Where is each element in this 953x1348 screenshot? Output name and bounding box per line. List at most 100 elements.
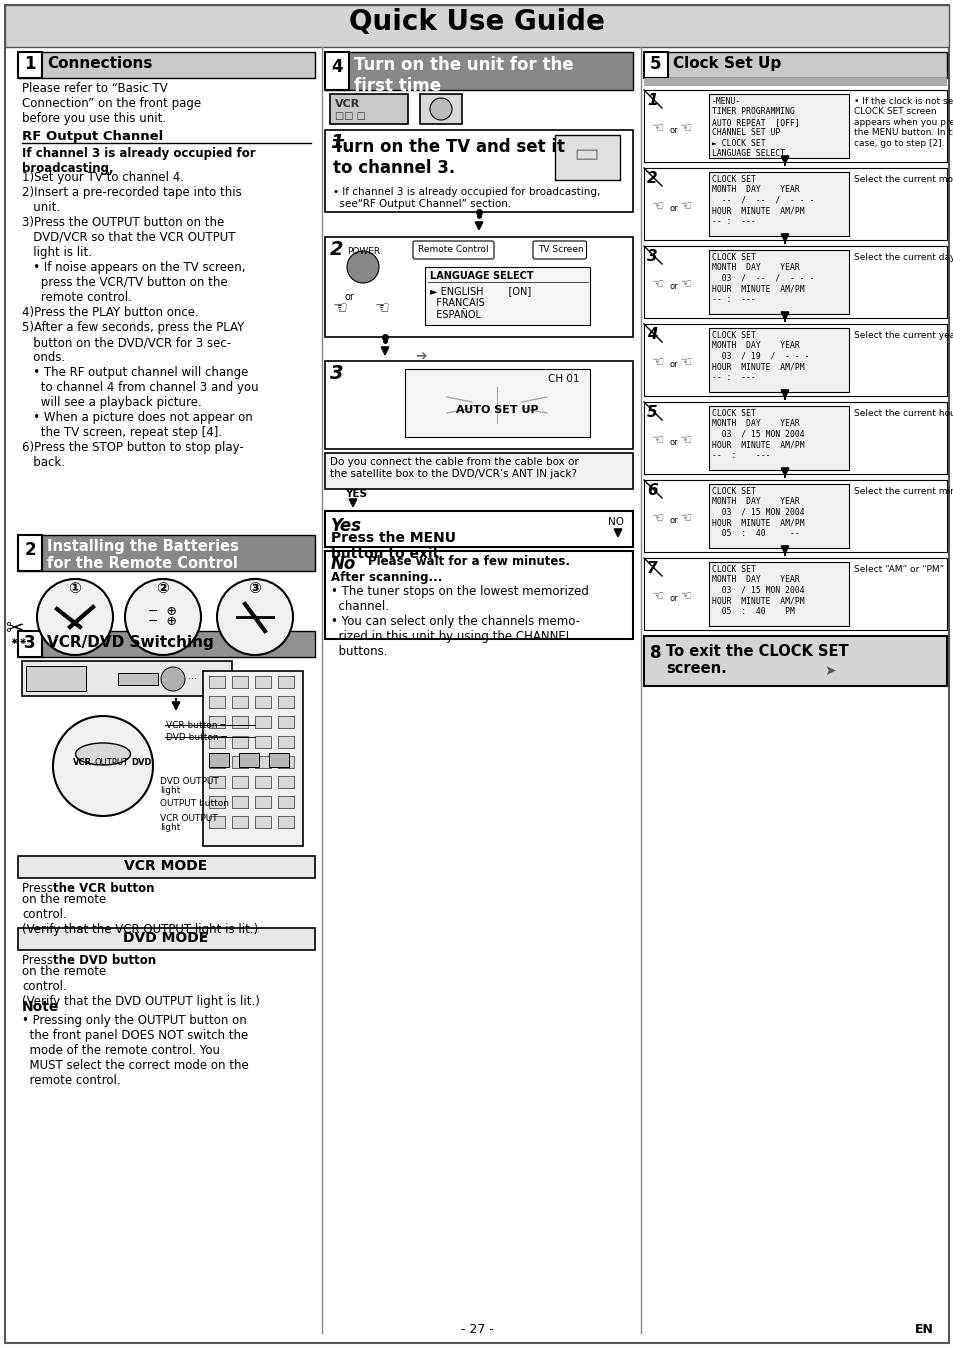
Bar [325,129,633,212]
Text: the DVD button: the DVD button [53,954,156,967]
Bar [254,816,271,828]
Bar [209,776,225,789]
Bar [18,631,42,656]
Text: Select the current day: Select the current day [853,253,953,262]
Text: Turn on the TV and set it
to channel 3.: Turn on the TV and set it to channel 3. [333,137,564,177]
Text: ...: ... [188,671,196,681]
Text: on the remote
control.
(Verify that the DVD OUTPUT light is lit.): on the remote control. (Verify that the … [22,965,259,1008]
Bar [209,736,225,748]
Bar [277,675,294,687]
Text: ➤: ➤ [823,665,835,678]
Text: Remote Control: Remote Control [417,245,488,253]
Text: ☜: ☜ [651,120,664,133]
Text: Select “AM” or “PM”: Select “AM” or “PM” [853,565,943,574]
Circle shape [161,667,185,692]
Text: OUTPUT button: OUTPUT button [160,799,229,807]
Text: ☜: ☜ [375,299,390,317]
Bar [232,756,248,768]
Text: ☜: ☜ [651,276,664,290]
Bar [643,480,946,551]
Text: 4: 4 [331,58,342,75]
Text: Press: Press [22,882,56,895]
Text: Press the MENU
button to exit: Press the MENU button to exit [331,531,456,561]
Text: RF Output Channel: RF Output Channel [22,129,163,143]
Bar [643,558,946,630]
Bar [325,237,633,337]
Text: 2: 2 [646,171,657,186]
Text: ②: ② [156,581,170,596]
Bar [330,94,408,124]
Bar [643,636,946,686]
Bar [277,716,294,728]
Text: Please wait for a few minutes.: Please wait for a few minutes. [368,555,569,568]
Text: -MENU-
TIMER PROGRAMMING
AUTO REPEAT  [OFF]
CHANNEL SET UP
► CLOCK SET
LANGUAGE : -MENU- TIMER PROGRAMMING AUTO REPEAT [OF… [711,97,799,158]
Bar [232,797,248,807]
Bar [643,324,946,396]
Bar [277,696,294,708]
Bar [18,53,42,78]
Text: light: light [160,824,180,832]
Text: No: No [331,555,355,573]
Text: OUTPUT: OUTPUT [95,758,129,767]
Text: □□ □: □□ □ [335,111,366,121]
Bar [708,406,848,470]
Text: ☜: ☜ [679,276,692,290]
Text: 5: 5 [650,55,661,73]
Text: ☜: ☜ [679,510,692,524]
FancyBboxPatch shape [533,241,586,259]
Text: 3: 3 [330,364,343,383]
Bar [254,716,271,728]
Bar [209,816,225,828]
Bar [18,535,314,572]
Text: ▭: ▭ [574,140,599,168]
Bar [232,716,248,728]
Text: 7: 7 [646,561,657,576]
Text: 1: 1 [24,55,35,73]
Bar [424,267,589,325]
Bar [209,754,229,767]
Bar [325,551,633,639]
Text: Please refer to “Basic TV
Connection” on the front page
before you use this unit: Please refer to “Basic TV Connection” on… [22,82,201,125]
Bar [232,776,248,789]
Text: 1: 1 [646,93,657,108]
Text: Yes: Yes [331,518,361,535]
Text: Note: Note [22,1000,59,1014]
Circle shape [430,98,452,120]
Text: VCR button ─: VCR button ─ [166,721,226,731]
Bar [209,716,225,728]
Circle shape [53,716,152,816]
Bar [209,756,225,768]
Text: Select the current year: Select the current year [853,332,953,340]
Text: Quick Use Guide: Quick Use Guide [349,8,604,36]
Text: 2: 2 [24,541,36,559]
Text: ✂: ✂ [5,619,24,639]
Text: ☜: ☜ [679,431,692,446]
Text: −  ⊕: − ⊕ [149,605,177,617]
Text: ③: ③ [249,581,261,596]
Bar [325,53,349,90]
Text: ➔: ➔ [415,349,426,363]
Bar [254,675,271,687]
Text: ①: ① [69,581,81,596]
Bar [239,754,258,767]
Bar [643,90,946,162]
Text: VCR: VCR [73,758,92,767]
Bar [643,78,946,86]
Text: To exit the CLOCK SET
screen.: To exit the CLOCK SET screen. [665,644,848,677]
Bar [555,135,619,181]
Bar [5,5,948,47]
Text: or: or [669,594,678,603]
Bar [232,696,248,708]
Bar [232,675,248,687]
Bar [643,53,667,78]
Text: 2: 2 [330,240,343,259]
Bar [325,53,633,90]
Text: 1)Set your TV to channel 4.
2)Insert a pre-recorded tape into this
   unit.
3)Pr: 1)Set your TV to channel 4. 2)Insert a p… [22,171,258,469]
Bar [708,484,848,549]
Text: 8: 8 [649,644,660,662]
Bar [643,53,946,78]
Text: light: light [160,786,180,795]
Text: EN: EN [914,1322,933,1336]
Bar [209,675,225,687]
Text: NO: NO [607,518,623,527]
